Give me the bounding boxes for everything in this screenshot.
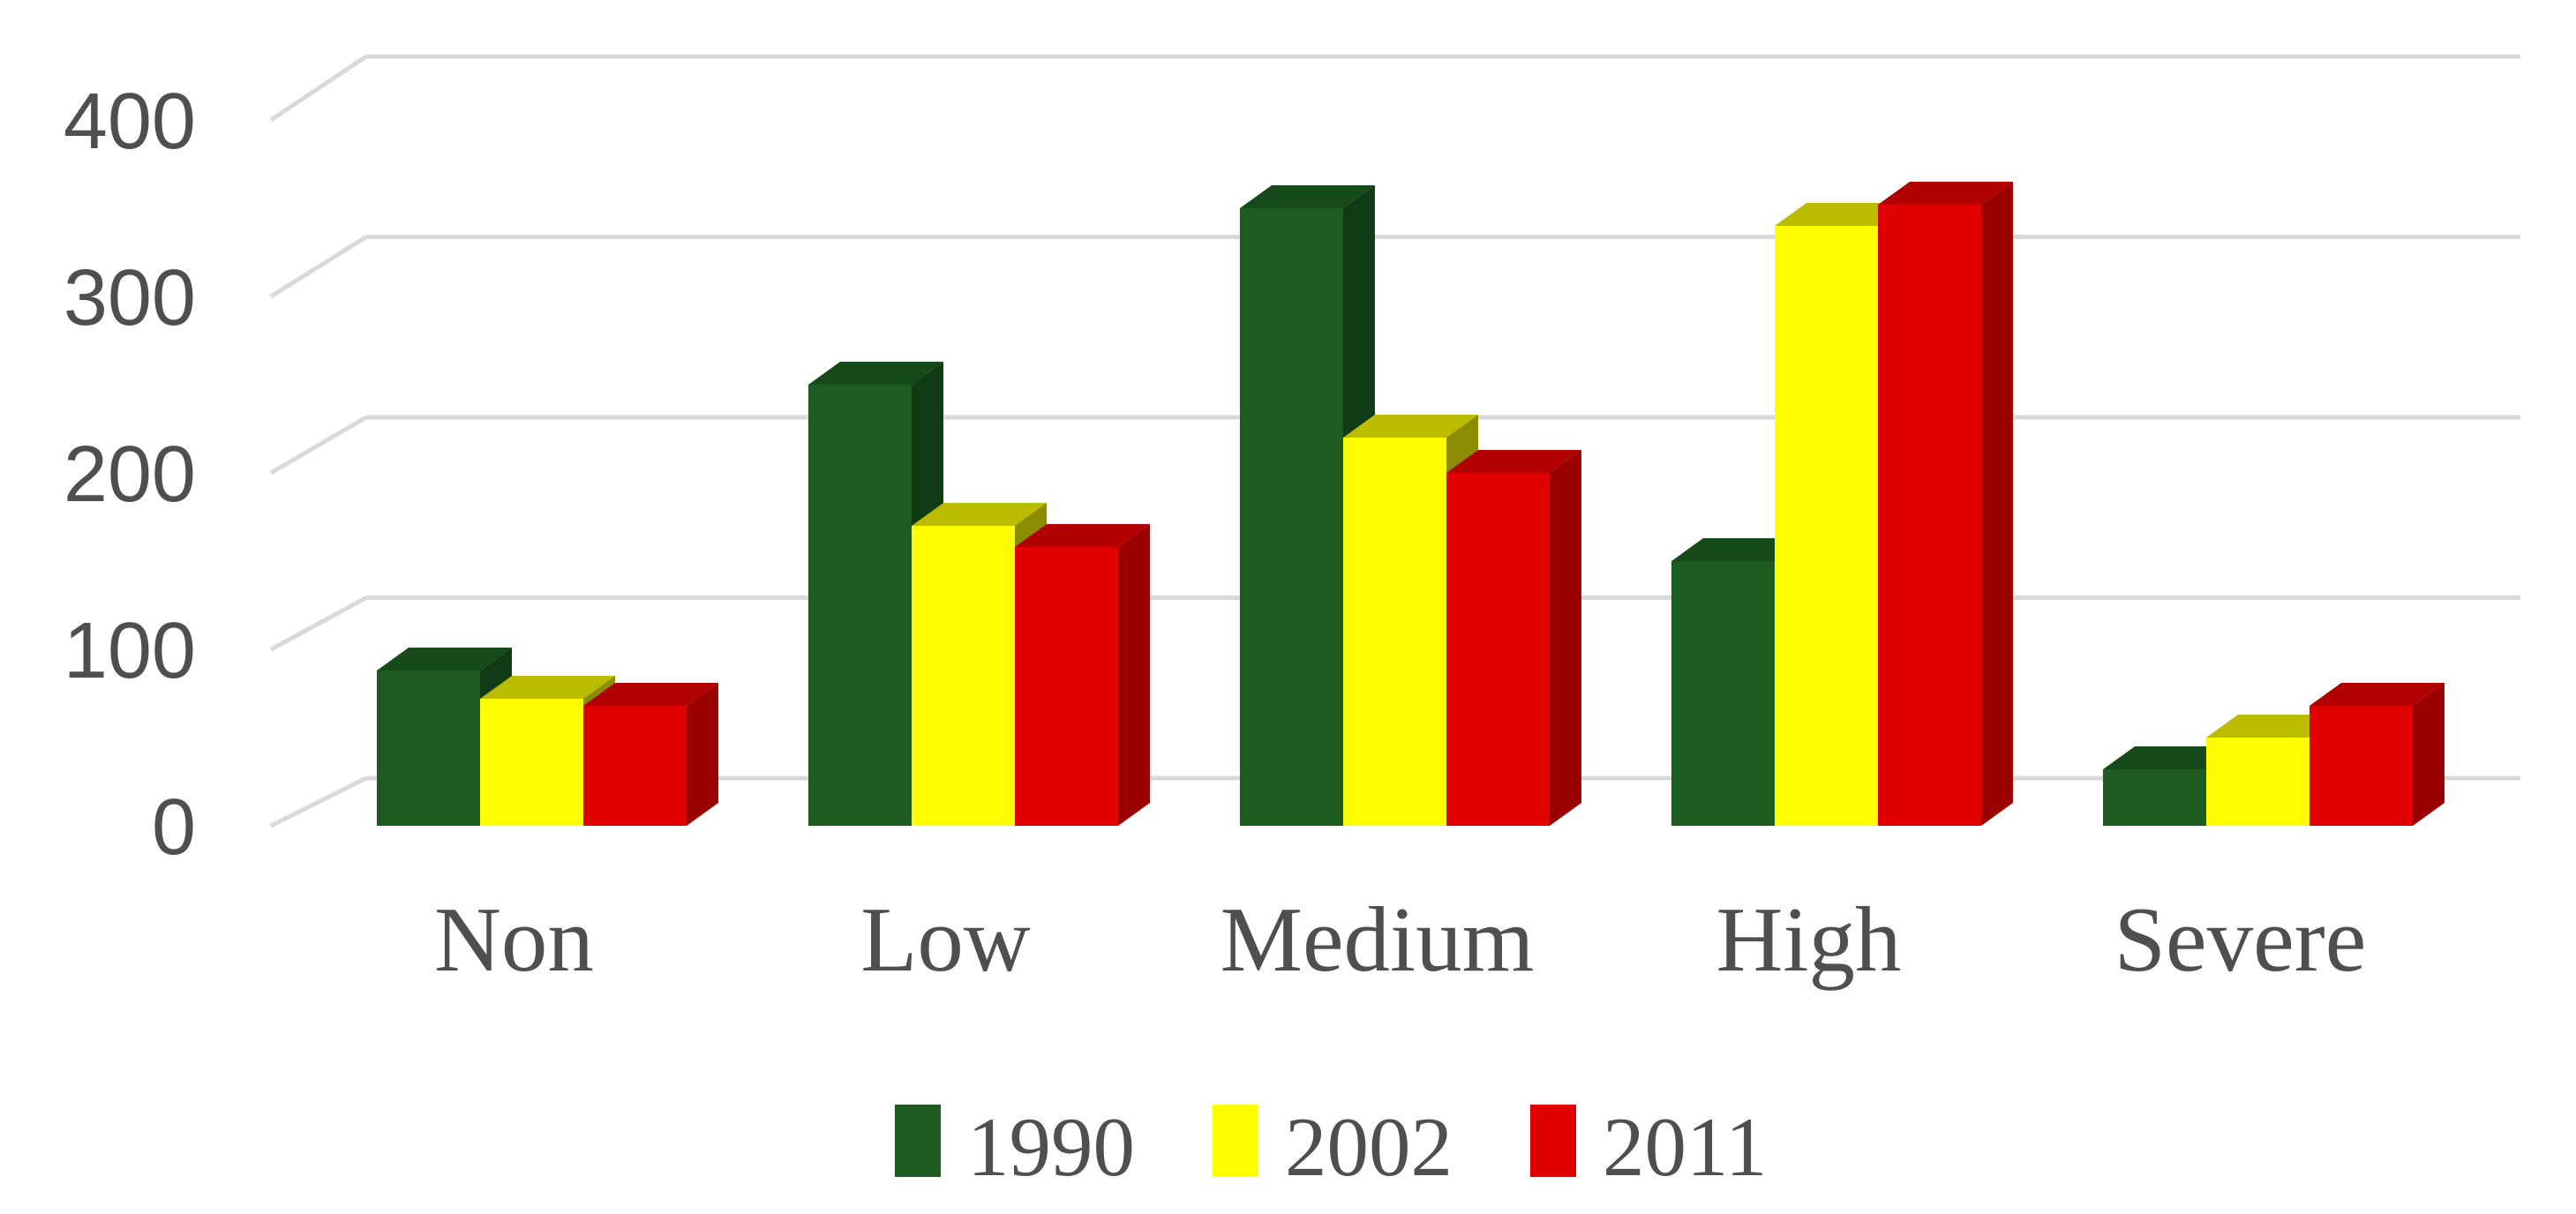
legend-swatch-1990 (895, 1105, 941, 1177)
x-axis-label-severe: Severe (2114, 888, 2367, 991)
axis-tick-diagonal-0 (269, 776, 368, 828)
y-axis-label-0: 0 (152, 783, 196, 872)
y-axis-label-200: 200 (64, 431, 196, 519)
axis-tick-diagonal-100 (269, 596, 368, 652)
bar-2011-medium (1446, 450, 1581, 826)
bar-top-face (1671, 538, 1806, 561)
bar-top-face (1343, 415, 1478, 438)
legend: 1990 2002 2011 (895, 1100, 1767, 1194)
bar-top-face (480, 676, 615, 699)
bar-side-face (2413, 683, 2445, 826)
x-axis-label-low: Low (860, 888, 1031, 991)
axis-tick-diagonal-300 (269, 235, 368, 299)
bar-top-face (1015, 524, 1150, 547)
bar-top-face (1878, 182, 2013, 205)
x-axis-label-medium: Medium (1220, 888, 1535, 991)
bar-top-face (1240, 185, 1375, 208)
bar-2011-non (583, 683, 718, 826)
bar-front-face (2206, 738, 2309, 826)
bar-2011-severe (2309, 683, 2445, 826)
y-axis-label-400: 400 (64, 78, 196, 166)
x-axis-label-high: High (1716, 888, 1902, 991)
y-axis-label-300: 300 (64, 254, 196, 342)
bar-side-face (1981, 182, 2013, 826)
legend-label-2011: 2011 (1603, 1100, 1767, 1194)
legend-label-2002: 2002 (1285, 1100, 1453, 1194)
bar-top-face (912, 503, 1047, 526)
axis-tick-diagonal-400 (269, 54, 368, 123)
bar-top-face (808, 362, 943, 385)
bar-top-face (377, 648, 512, 671)
bar-top-face (1446, 450, 1581, 473)
bar-top-face (1775, 203, 1910, 226)
bar-front-face (1878, 205, 1981, 826)
bar-front-face (808, 385, 912, 826)
bar-top-face (2206, 715, 2341, 738)
bar-front-face (377, 671, 480, 826)
bar-front-face (1015, 547, 1118, 826)
legend-item-2011: 2011 (1530, 1100, 1767, 1194)
bar-side-face (1118, 524, 1150, 826)
bar-2011-low (1015, 524, 1150, 826)
bar-top-face (2103, 746, 2238, 769)
axis-tick-diagonal-200 (269, 415, 368, 476)
bar-front-face (1343, 438, 1446, 826)
legend-swatch-2002 (1213, 1105, 1258, 1177)
bar-2011-high (1878, 182, 2013, 826)
legend-swatch-2011 (1530, 1105, 1576, 1177)
legend-item-2002: 2002 (1213, 1100, 1453, 1194)
bar-side-face (1550, 450, 1581, 826)
bar-front-face (912, 526, 1015, 826)
bar-front-face (1671, 561, 1775, 826)
bar-front-face (2103, 769, 2206, 826)
y-axis-label-100: 100 (64, 607, 196, 695)
legend-item-1990: 1990 (895, 1100, 1135, 1194)
bar-front-face (1240, 208, 1343, 826)
bar-front-face (583, 706, 687, 826)
bar-front-face (1446, 473, 1550, 826)
bar-side-face (687, 683, 718, 826)
bar-front-face (480, 699, 583, 826)
bar-top-face (583, 683, 718, 706)
bar-front-face (1775, 226, 1878, 826)
legend-label-1990: 1990 (967, 1100, 1135, 1194)
x-axis-label-non: Non (434, 888, 594, 991)
bar-top-face (2309, 683, 2445, 706)
bar-front-face (2309, 706, 2413, 826)
